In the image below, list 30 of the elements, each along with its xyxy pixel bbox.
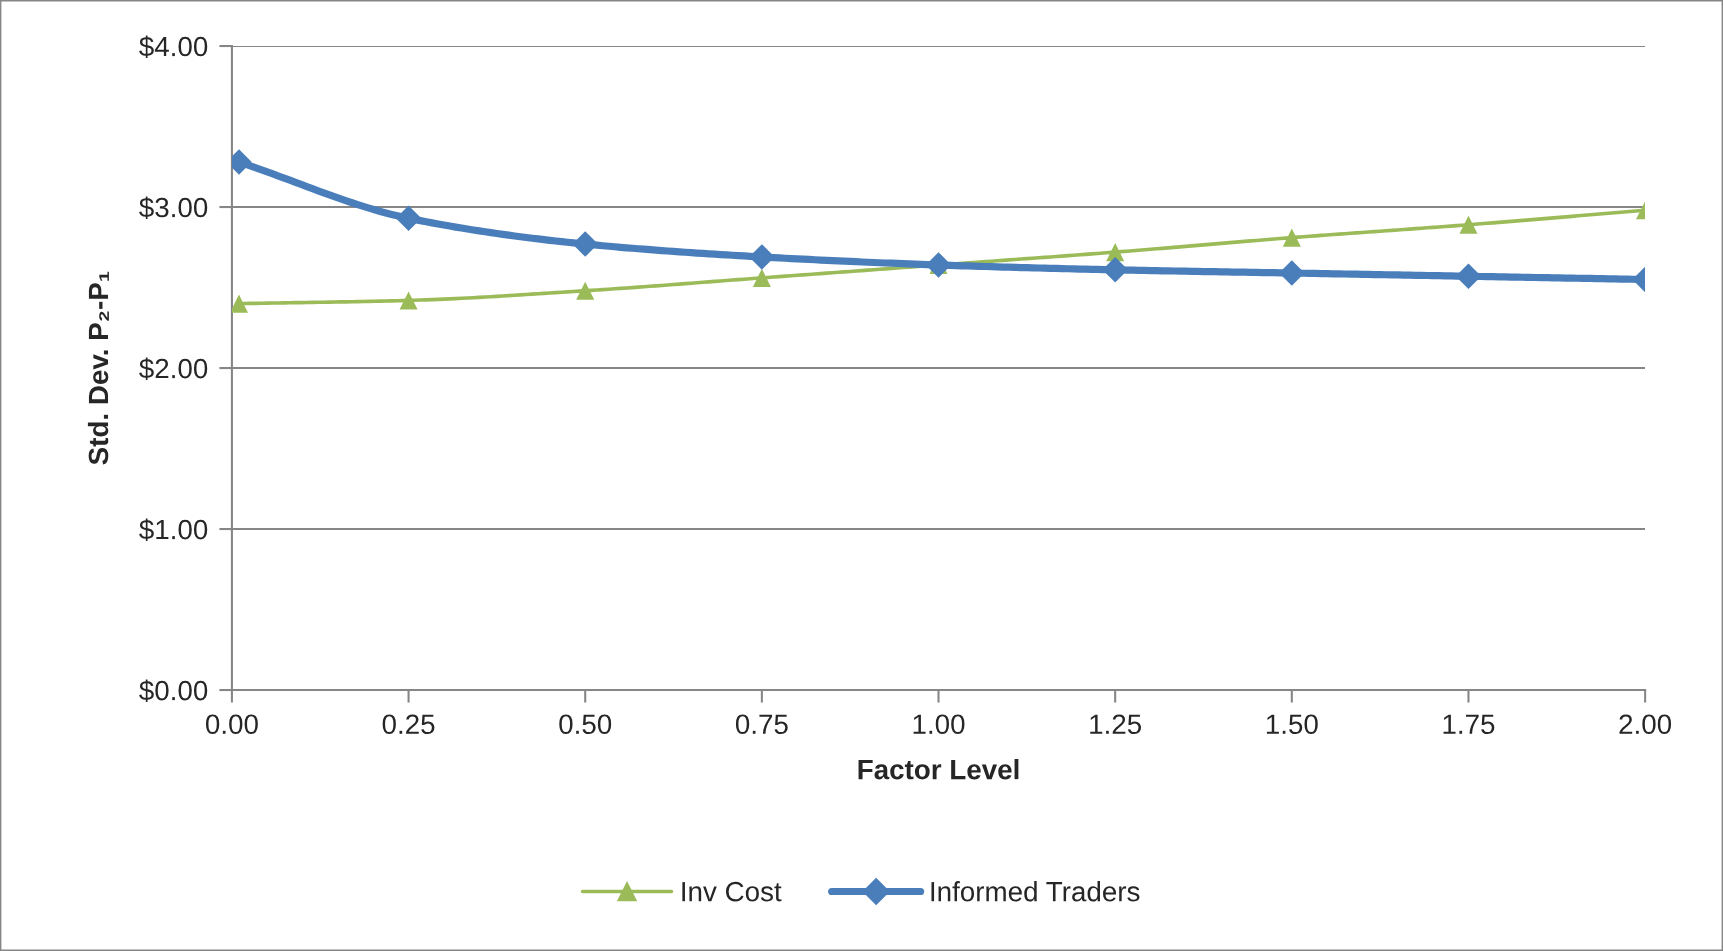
point — [231, 294, 249, 313]
x-axis-title: Factor Level — [858, 759, 1019, 780]
x-tick-label: 1.25 — [1090, 714, 1142, 735]
x-tick-label: 1.50 — [1266, 714, 1318, 735]
legend-label: Informed Traders — [931, 881, 1140, 902]
y-axis-title: Std. Dev. P₂-P₁ — [87, 271, 109, 465]
point — [752, 268, 771, 287]
point — [395, 205, 422, 232]
y-tick-label: $2.00 — [139, 357, 208, 381]
y-tick-label: $3.00 — [139, 196, 208, 220]
x-tick-label: 1.00 — [913, 714, 965, 735]
legend-label: Inv Cost — [682, 881, 782, 902]
x-tick-label: 0.50 — [559, 714, 612, 735]
point — [576, 281, 595, 300]
x-tick-label: 0.75 — [735, 714, 788, 735]
y-tick-label: $0.00 — [139, 679, 208, 703]
x-tick-label: 2.00 — [1619, 714, 1672, 735]
point — [1282, 228, 1301, 247]
point — [1106, 243, 1125, 262]
point — [1102, 257, 1128, 283]
y-tick-label: $4.00 — [139, 35, 208, 59]
point — [399, 291, 418, 310]
point — [1459, 215, 1478, 234]
point — [749, 244, 775, 270]
x-tick-label: 0.00 — [205, 714, 258, 735]
x-tick-label: 1.75 — [1443, 714, 1495, 735]
y-tick-label: $1.00 — [139, 518, 208, 542]
x-tick-label: 0.25 — [382, 714, 435, 735]
point — [1279, 260, 1305, 286]
point — [572, 231, 598, 257]
